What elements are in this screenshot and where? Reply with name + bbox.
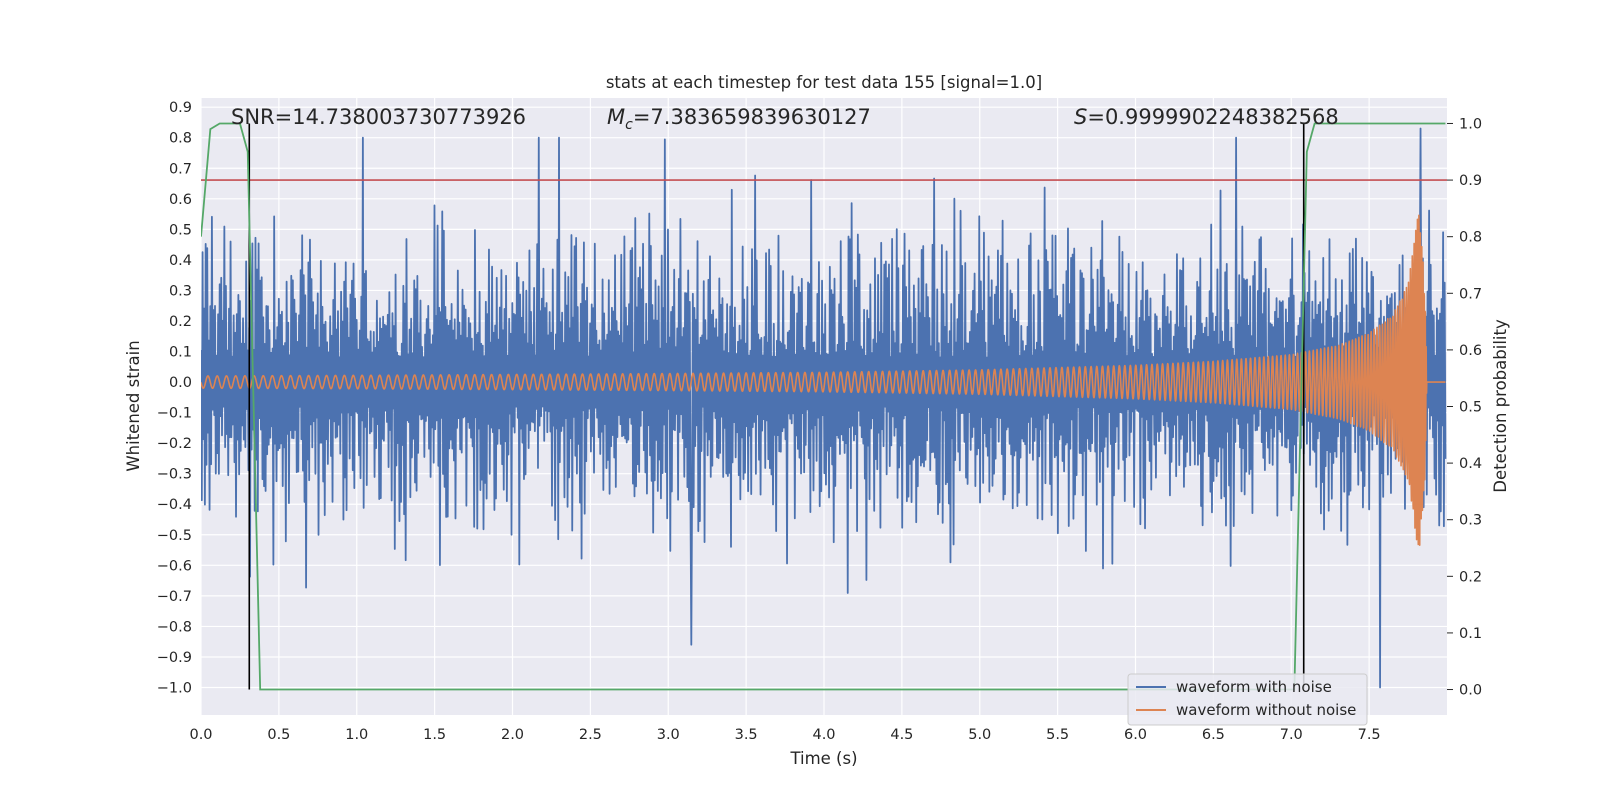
y-tick-label: −0.5: [157, 528, 192, 544]
x-tick-label: 0.5: [267, 727, 290, 743]
clean-waveform-line: [201, 214, 1447, 546]
s-symbol: S: [1074, 105, 1087, 129]
chart-title: stats at each timestep for test data 155…: [606, 73, 1042, 92]
y-tick-label: 0.8: [169, 131, 192, 147]
y-tick-label: 0.6: [169, 192, 192, 208]
y-tick-label: 0.0: [169, 375, 192, 391]
y-right-tick-label: 0.9: [1459, 173, 1482, 189]
x-tick-label: 3.0: [657, 727, 680, 743]
x-tick-label: 1.0: [345, 727, 368, 743]
legend-label-clean: waveform without noise: [1176, 701, 1356, 719]
y-right-tick-label: 0.6: [1459, 343, 1482, 359]
y-tick-label: 0.7: [169, 161, 192, 177]
plot-series: [201, 122, 1447, 691]
legend: waveform with noise waveform without noi…: [1127, 673, 1368, 726]
y-right-tick-label: 0.2: [1459, 569, 1482, 585]
y-tick-label: −0.7: [157, 589, 192, 605]
s-annotation: S=0.9999902248382568: [1074, 105, 1339, 129]
x-tick-label: 4.0: [812, 727, 835, 743]
y-axis-label: Whitened strain: [124, 340, 143, 471]
x-tick-label: 0.0: [189, 727, 212, 743]
y-tick-label: −0.3: [157, 467, 192, 483]
x-tick-label: 2.5: [579, 727, 602, 743]
y-right-tick-label: 0.7: [1459, 286, 1482, 302]
x-tick-label: 4.5: [890, 727, 913, 743]
x-tick-label: 6.0: [1124, 727, 1147, 743]
x-tick-label: 6.5: [1202, 727, 1225, 743]
y-tick-label: −0.8: [157, 619, 192, 635]
y-right-tick-label: 0.3: [1459, 513, 1482, 529]
y-tick-label: 0.3: [169, 283, 192, 299]
x-tick-label: 1.5: [423, 727, 446, 743]
tick-labels: 0.0 0.5 1.0 1.5 2.0 2.5 3.0 3.5 4.0 4.5 5.0 5.5 6.0 6…: [157, 100, 1482, 743]
y-right-tick-label: 1.0: [1459, 116, 1482, 132]
legend-box: [1127, 673, 1368, 726]
x-tick-label: 5.0: [968, 727, 991, 743]
y-right-tick-label: 0.0: [1459, 683, 1482, 699]
y-right-tick-label: 0.4: [1459, 456, 1482, 472]
y-tick-label: −0.2: [157, 436, 192, 452]
y-right-tick-label: 0.8: [1459, 230, 1482, 246]
chirp-mass-symbol: M: [607, 105, 625, 129]
y-right-tick-label: 0.1: [1459, 626, 1482, 642]
y-tick-label: 0.2: [169, 314, 192, 330]
x-tick-label: 7.0: [1280, 727, 1303, 743]
detection-probability-line: [201, 122, 1446, 691]
chirp-mass-annotation: Mc=7.383659839630127: [607, 105, 871, 133]
snr-annotation: SNR=14.738003730773926: [231, 105, 526, 129]
x-tick-label: 2.0: [501, 727, 524, 743]
x-tick-label: 3.5: [735, 727, 758, 743]
chirp-mass-subscript: c: [625, 117, 633, 133]
x-axis-label: Time (s): [789, 749, 857, 768]
y-tick-label: −1.0: [157, 681, 192, 697]
y-tick-label: −0.1: [157, 406, 192, 422]
y-tick-label: 0.5: [169, 222, 192, 238]
y-tick-label: 0.9: [169, 100, 192, 116]
x-tick-label: 5.5: [1046, 727, 1069, 743]
y-tick-label: −0.6: [157, 558, 192, 574]
y-tick-label: −0.9: [157, 650, 192, 666]
x-tick-label: 7.5: [1358, 727, 1381, 743]
y-tick-label: −0.4: [157, 497, 192, 513]
s-value: =0.9999902248382568: [1087, 105, 1338, 129]
y-tick-label: 0.1: [169, 345, 192, 361]
y-right-tick-label: 0.5: [1459, 400, 1482, 416]
chirp-mass-value: =7.383659839630127: [633, 105, 871, 129]
y-tick-label: 0.4: [169, 253, 192, 269]
y-axis-right-label: Detection probability: [1491, 319, 1510, 493]
legend-label-noise: waveform with noise: [1176, 678, 1332, 696]
